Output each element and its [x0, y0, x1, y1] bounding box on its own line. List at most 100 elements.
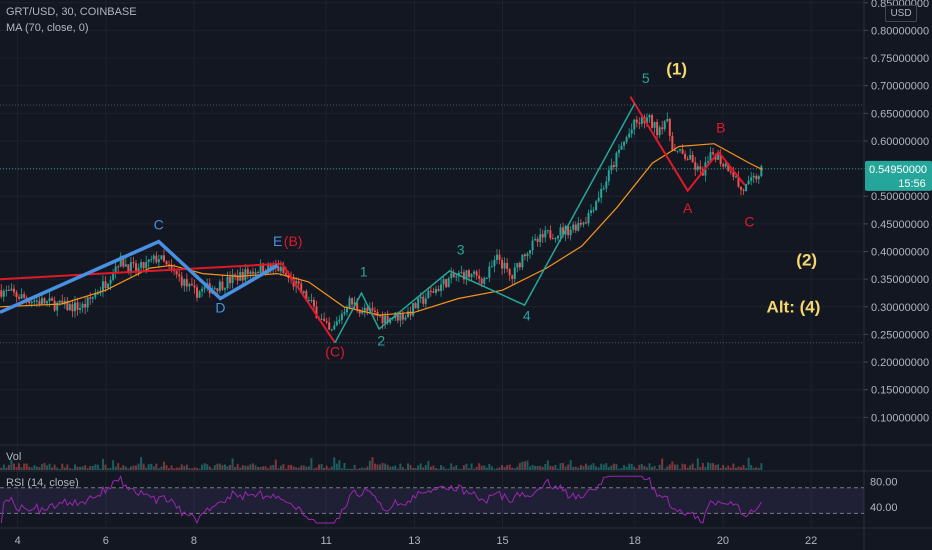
volume-bar — [513, 468, 516, 470]
volume-bar — [483, 465, 486, 470]
candle — [38, 300, 41, 305]
wave-label: Alt: (4) — [767, 297, 821, 316]
volume-bar — [551, 466, 554, 470]
candle — [465, 270, 468, 280]
candle — [183, 279, 186, 286]
volume-bar — [732, 463, 735, 470]
volume-bar — [712, 463, 715, 470]
volume-bar — [269, 465, 272, 470]
volume-bar — [284, 468, 287, 470]
wave-label: 5 — [642, 70, 650, 86]
candle — [35, 300, 38, 302]
volume-bar — [521, 461, 524, 470]
volume-bar — [501, 465, 504, 470]
candle — [409, 311, 412, 316]
volume-bar — [107, 468, 110, 470]
volume-bar — [376, 464, 379, 470]
volume-bar — [165, 465, 168, 470]
volume-bar — [23, 463, 26, 470]
volume-bar — [320, 464, 323, 470]
volume-legend[interactable]: Vol — [6, 451, 22, 463]
volume-bar — [668, 464, 671, 470]
volume-bar — [536, 466, 539, 470]
candle — [630, 129, 633, 134]
symbol-legend[interactable]: GRT/USD, 30, COINBASE — [6, 6, 137, 18]
candle — [694, 162, 697, 170]
volume-bar — [330, 466, 333, 470]
volume-bar — [208, 466, 211, 470]
volume-bar — [7, 464, 10, 470]
candle — [678, 149, 681, 151]
candle — [551, 238, 554, 240]
volume-bar — [475, 466, 478, 470]
candle — [590, 210, 593, 214]
candle — [562, 227, 565, 235]
ma-legend[interactable]: MA (70, close, 0) — [6, 22, 89, 34]
volume-bar — [101, 458, 104, 470]
candle — [689, 154, 692, 160]
volume-bar — [279, 465, 282, 470]
volume-bar — [389, 466, 392, 470]
candle — [305, 291, 308, 301]
volume-bar — [706, 462, 709, 470]
candle — [15, 292, 18, 297]
candle — [216, 288, 219, 292]
candle — [750, 177, 753, 181]
candle — [312, 299, 315, 307]
time-axis-tick: 8 — [191, 535, 197, 547]
volume-bar — [462, 465, 465, 470]
volume-bar — [53, 464, 56, 470]
volume-bar — [666, 466, 669, 470]
volume-bar — [442, 466, 445, 470]
candle — [12, 288, 15, 293]
candle — [760, 166, 763, 177]
volume-bar — [686, 467, 689, 470]
currency-button[interactable]: USD — [885, 5, 917, 22]
volume-bar — [470, 463, 473, 470]
candle — [745, 183, 748, 191]
volume-bar — [348, 468, 351, 470]
volume-bar — [414, 468, 417, 470]
volume-bar — [48, 463, 51, 470]
volume-bar — [335, 463, 338, 470]
volume-bar — [455, 465, 458, 470]
price-axis-tick: 0.80000000 — [871, 25, 929, 37]
volume-bar — [38, 467, 41, 470]
volume-bar — [610, 465, 613, 470]
candle — [531, 240, 534, 251]
candle — [86, 297, 89, 308]
candle — [574, 224, 577, 231]
volume-bar — [503, 467, 506, 470]
volume-bar — [638, 464, 641, 470]
rsi-band — [0, 487, 864, 514]
candle — [361, 311, 364, 314]
candle — [696, 166, 699, 170]
candle — [109, 279, 112, 284]
candle — [607, 170, 610, 182]
volume-bar — [211, 468, 214, 470]
volume-bar — [351, 468, 354, 470]
volume-bar — [99, 468, 102, 470]
candle — [529, 250, 532, 254]
volume-bar — [297, 467, 300, 470]
candle — [345, 308, 348, 313]
volume-bar — [760, 463, 763, 470]
volume-bar — [587, 465, 590, 470]
volume-bar — [584, 463, 587, 470]
last-price-value: 0.54950000 — [869, 164, 927, 176]
candle — [221, 281, 224, 290]
candle — [124, 264, 127, 267]
elliott-wave-red-line — [0, 262, 336, 344]
candle — [452, 273, 455, 278]
volume-bar — [434, 468, 437, 470]
volume-bar — [391, 466, 394, 470]
volume-bar — [249, 464, 252, 470]
volume-bar — [361, 467, 364, 470]
time-axis-tick: 15 — [496, 535, 508, 547]
rsi-legend[interactable]: RSI (14, close) — [6, 477, 79, 489]
volume-bar — [465, 463, 468, 470]
volume-bar — [678, 468, 681, 470]
candle — [579, 222, 582, 225]
candle — [468, 270, 471, 278]
